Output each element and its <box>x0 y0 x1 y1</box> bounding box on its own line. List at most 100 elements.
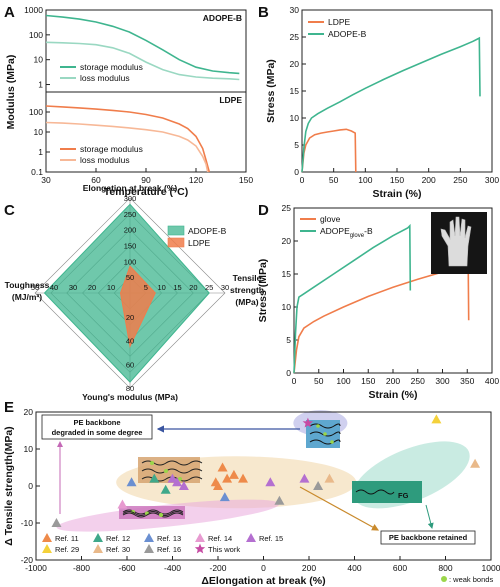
d-xtick-label: 200 <box>386 376 400 386</box>
e-inset-ref-chain <box>141 468 203 474</box>
e-inset-pink-bond <box>159 513 163 517</box>
b-ytick-label: 10 <box>290 113 300 123</box>
panel-e: -1000 -800 -600 -400 -200 0 200 400 600 800 100020… <box>3 407 500 587</box>
e-point-ref14 <box>117 499 128 509</box>
a-bottom-legend-label: storage modulus <box>80 144 143 154</box>
a-top-ytick-label: 10 <box>34 55 44 65</box>
c-tick-label: 60 <box>126 360 134 369</box>
d-legend-label: ADOPEglove-B <box>320 226 373 239</box>
e-inset-this-work-chain <box>309 423 341 429</box>
d-xlabel: Strain (%) <box>368 389 417 401</box>
panel-letter-e: E <box>4 399 14 416</box>
d-series-1 <box>293 223 412 374</box>
b-xtick-label: 50 <box>329 175 339 185</box>
c-tick-label: 40 <box>126 337 134 346</box>
a-bottom-ytick-label: 1 <box>38 147 43 157</box>
c-legend-label: ADOPE-B <box>188 226 227 236</box>
e-legend-marker <box>42 544 52 553</box>
d-ytick-label: 20 <box>282 236 292 246</box>
e-point-ref11 <box>238 473 249 483</box>
a-top-series-0 <box>45 14 240 75</box>
e-inset-pink-chain <box>122 511 184 516</box>
d-ytick-label: 25 <box>282 203 292 213</box>
c-tick-label: 50 <box>126 273 134 282</box>
e-inset-ref-bond <box>178 477 182 481</box>
d-ylabel: Stress (MPa) <box>257 259 269 323</box>
e-point-ref16 <box>313 481 324 490</box>
e-legend-label: Ref. 15 <box>259 534 283 543</box>
e-inset-pink-chain <box>122 512 184 518</box>
d-ytick-label: 15 <box>282 269 292 279</box>
a-top-ytick-label: 100 <box>29 30 43 40</box>
e-fg-box <box>352 481 422 503</box>
c-tick-label: 40 <box>50 283 58 292</box>
e-point-ref16 <box>274 495 285 505</box>
e-inset-this-work-bond <box>316 424 320 428</box>
b-ytick-label: 30 <box>290 5 300 15</box>
e-box-degraded-line1: PE backbone <box>73 418 120 427</box>
e-box-degraded-line2: degraded in some degree <box>52 428 143 437</box>
e-xtick-label: 200 <box>302 563 316 573</box>
e-point-ref15 <box>167 473 178 483</box>
e-fg-chain <box>355 489 395 495</box>
e-point-ref11 <box>228 469 239 479</box>
a-top-legend-label: loss modulus <box>80 73 130 83</box>
c-axis-name-toughness-unit: (MJ/m³) <box>12 292 42 302</box>
panel-d: 0 50 100 150 200 250 300 350 400 0 5 10 15 20 25 Strain… <box>257 203 499 401</box>
e-point-this-work <box>302 417 314 428</box>
a-xlabel: Temperature (°C) <box>104 186 189 198</box>
e-xtick-label: -600 <box>118 563 135 573</box>
a-top-panel-label: ADOPE-B <box>203 13 242 23</box>
b-xtick-label: 300 <box>485 175 499 185</box>
e-legend-marker <box>144 533 154 542</box>
b-xlabel: Strain (%) <box>372 188 421 200</box>
e-point-ref15 <box>178 481 189 490</box>
e-ytick-label: 10 <box>24 444 34 454</box>
e-point-ref13 <box>126 477 137 487</box>
e-point-ref15 <box>299 473 310 483</box>
e-point-ref16 <box>51 518 62 527</box>
a-top-series-1 <box>45 41 240 81</box>
c-legend-swatch <box>167 225 185 236</box>
b-xtick-label: 200 <box>422 175 436 185</box>
e-legend-label: This work <box>208 545 240 554</box>
c-tick-label: 30 <box>221 283 229 292</box>
e-region-retained <box>353 441 470 509</box>
e-legend-marker <box>42 533 52 542</box>
c-tick-label: 20 <box>126 313 134 322</box>
e-point-ref12 <box>149 473 160 483</box>
c-tick-label: 50 <box>31 283 39 292</box>
c-tick-label: 100 <box>124 257 137 266</box>
e-xtick-label: 400 <box>347 563 361 573</box>
d-ytick-label: 0 <box>286 368 291 378</box>
b-legend-label: ADOPE-B <box>328 29 367 39</box>
b-xtick-label: 0 <box>300 175 305 185</box>
c-tick-label: 5 <box>144 283 148 292</box>
e-point-ref12 <box>160 484 171 494</box>
e-legend-label: Ref. 29 <box>55 545 79 554</box>
e-ytick-label: -10 <box>21 518 34 528</box>
c-series-1 <box>119 265 156 349</box>
d-xtick-label: 50 <box>314 376 324 386</box>
e-weak-bond-dot <box>441 576 447 582</box>
e-arrow-fg <box>425 504 434 529</box>
c-tick-label: 30 <box>69 283 77 292</box>
panel-a: 1000 100 10 1 ADOPE-B storage modulus loss mod… <box>5 5 253 198</box>
a-bottom-ytick-label: 0.1 <box>31 167 43 177</box>
e-inset-this-work-chain <box>309 439 341 445</box>
e-box-degraded <box>41 414 153 440</box>
e-arrow-retained <box>299 486 380 531</box>
e-point-ref11 <box>217 462 228 472</box>
d-legend-label: glove <box>320 214 341 224</box>
e-inset-ref-bond <box>164 469 168 473</box>
a-top-ytick-label: 1000 <box>24 5 43 15</box>
c-tick-label: 10 <box>157 283 165 292</box>
d-xtick-label: 400 <box>485 376 499 386</box>
c-tick-label: 250 <box>124 210 137 219</box>
e-point-ref15 <box>265 477 276 487</box>
a-bottom-panel-label: LDPE <box>219 95 242 105</box>
e-point-ref30 <box>324 473 335 483</box>
e-ylabel: Δ Tensile strength(MPa) <box>3 426 15 545</box>
c-tick-label: 15 <box>173 283 181 292</box>
